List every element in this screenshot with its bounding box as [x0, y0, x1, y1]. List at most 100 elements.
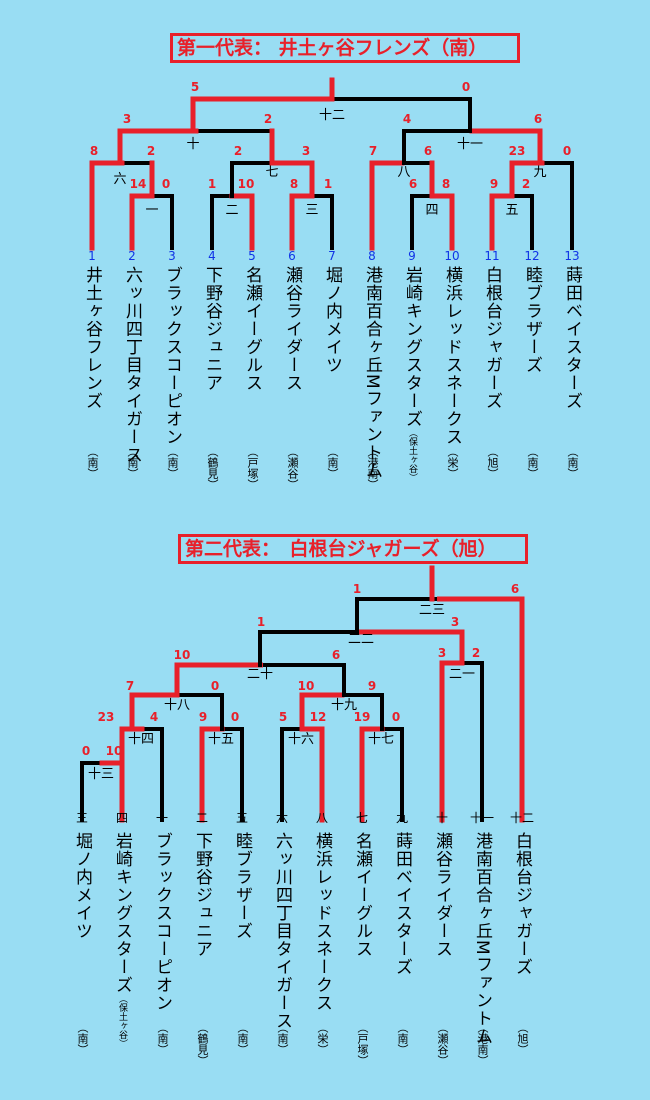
bracket2-team-region: （南）	[156, 1022, 169, 1055]
bracket2-team-seed: 九	[396, 811, 408, 825]
bracket2-score-right: 6	[332, 648, 340, 662]
bracket2-team-region: （南）	[236, 1022, 249, 1055]
bracket1-team-region: （南）	[526, 446, 539, 479]
bracket1-team-seed: 11	[484, 249, 499, 263]
bracket2-score-right: 3	[451, 615, 459, 629]
team-name-text: 蒔田ベイスターズ	[392, 832, 412, 976]
bracket1-score-left: 5	[191, 80, 199, 94]
team-name-text: 六ッ川四丁目タイガース	[122, 266, 142, 464]
bracket1-match-label: 七	[265, 165, 278, 180]
bracket1-team-name: 睦ブラザーズ	[522, 266, 542, 374]
bracket2-match-label: 十五	[208, 732, 234, 747]
bracket1-team-seed: 13	[564, 249, 579, 263]
team-name-text: 堀ノ内メイツ	[322, 266, 342, 374]
bracket1-team-seed: 6	[288, 249, 296, 263]
team-name-text: 下野谷ジュニア	[202, 266, 222, 392]
bracket1-score-right: 2	[147, 144, 155, 158]
bracket2-team-seed: 一	[156, 811, 168, 825]
bracket1-team-region: （南）	[326, 446, 339, 479]
bracket1-match-label: 六	[113, 172, 126, 187]
bracket2-team-region: （鶴見）	[196, 1022, 209, 1066]
bracket2-team-seed: 二	[196, 811, 208, 825]
bracket1-match-12-winner-line	[190, 96, 334, 134]
bracket2-team-name: 睦ブラザーズ	[232, 832, 252, 940]
bracket2-score-left: 19	[354, 710, 371, 724]
bracket1-team-seed: 4	[208, 249, 216, 263]
bracket2-team-region: （南）	[76, 1022, 89, 1055]
bracket1-team-name: 白根台ジャガーズ	[482, 266, 502, 410]
bracket2-score-left: 3	[438, 646, 446, 660]
bracket2-match-label: 十三	[88, 767, 114, 782]
bracket2-score-left: 23	[98, 710, 115, 724]
team-name-small: （保土ヶ谷）	[117, 994, 127, 1048]
bracket2-score-right: 2	[472, 646, 480, 660]
bracket2-team-name: 岩崎キングスターズ（保土ヶ谷）	[112, 832, 132, 1048]
bracket1-score-left: 14	[130, 177, 147, 191]
bracket2-team-seed: 五	[236, 811, 248, 825]
bracket1-team-name: 瀬谷ライダース	[282, 266, 302, 392]
team-name-text: 睦ブラザーズ	[522, 266, 542, 374]
bracket2-team-seed: 八	[316, 811, 328, 825]
bracket2-score-left: 10	[298, 679, 315, 693]
bracket1-score-left: 7	[369, 144, 377, 158]
bracket2-team-seed: 十一	[470, 811, 494, 825]
bracket1-score-right: 2	[522, 177, 530, 191]
bracket2-team-region: （戸塚）	[356, 1022, 369, 1066]
team-name-text: 堀ノ内メイツ	[72, 832, 92, 940]
bracket2-team-region: （旭）	[516, 1022, 529, 1055]
bracket1-score-right: 1	[324, 177, 332, 191]
bracket1-match-label: 十一	[457, 137, 483, 152]
bracket1-match-1-winner-line	[129, 193, 155, 251]
bracket1-team-region: （南）	[86, 446, 99, 479]
bracket1-match-label: 九	[533, 165, 546, 180]
bracket2-team-region: （港南）	[476, 1022, 489, 1066]
bracket1-team-region: （旭）	[486, 446, 499, 479]
bracket1-match-3-winner-line	[289, 193, 315, 251]
bracket2-score-left: 0	[82, 744, 90, 758]
bracket1-team-seed: 8	[368, 249, 376, 263]
bracket2-team-seed: 十二	[510, 811, 534, 825]
bracket2-match-5-winner-line	[359, 726, 385, 823]
team-name-text: 睦ブラザーズ	[232, 832, 252, 940]
team-name-small: （保土ヶ谷）	[407, 428, 417, 482]
bracket2-score-left: 1	[257, 615, 265, 629]
bracket1-team-region: （瀬谷）	[286, 446, 299, 490]
bracket1-team-name: 下野谷ジュニア	[202, 266, 222, 392]
bracket2-match-label: 二一	[449, 667, 475, 682]
bracket2-team-region: （南）	[396, 1022, 409, 1055]
bracket2-score-right: 9	[368, 679, 376, 693]
bracket1-match-4-winner-line	[429, 193, 455, 251]
bracket2-score-left: 1	[353, 582, 361, 596]
bracket1-score-right: 10	[238, 177, 255, 191]
bracket2-match-10-winner-line	[358, 629, 465, 666]
bracket1-score-right: 0	[462, 80, 470, 94]
bracket1-score-right: 0	[563, 144, 571, 158]
team-name-text: 横浜レッドスネークス	[442, 266, 462, 446]
team-name-text: ブラックスコーピオン	[152, 832, 172, 1012]
bracket2-match-9-line	[440, 661, 484, 822]
bracket1-team-name: 六ッ川四丁目タイガース	[122, 266, 142, 464]
bracket1-score-right: 6	[424, 144, 432, 158]
bracket1-score-right: 3	[302, 144, 310, 158]
team-name-text: 名瀬イーグルス	[242, 266, 262, 392]
first-representative-title: 第一代表： 井土ヶ谷フレンズ（南）	[170, 33, 520, 63]
second-representative-title: 第二代表： 白根台ジャガーズ（旭）	[178, 534, 528, 564]
bracket2-team-region: （栄）	[316, 1022, 329, 1055]
bracket2-score-right: 0	[211, 679, 219, 693]
bracket2-match-label: 十八	[164, 698, 190, 713]
bracket1-match-label: 十二	[319, 108, 345, 123]
team-name-text: 港南百合ヶ丘Mファントム	[362, 266, 382, 480]
bracket2-match-4-winner-line	[299, 726, 325, 823]
team-name-text: 港南百合ヶ丘Mファントム	[472, 832, 492, 1046]
bracket1-score-right: 8	[442, 177, 450, 191]
bracket1-team-name: 堀ノ内メイツ	[322, 266, 342, 374]
bracket1-score-left: 23	[509, 144, 526, 158]
bracket2-team-name: 港南百合ヶ丘Mファントム	[472, 832, 492, 1046]
bracket2-score-right: 6	[511, 582, 519, 596]
bracket1-team-region: （港南）	[366, 446, 379, 490]
bracket1-score-left: 4	[403, 112, 411, 126]
bracket2-team-seed: 四	[116, 811, 128, 825]
bracket2-match-3-winner-line	[199, 726, 225, 823]
bracket2-team-seed: 六	[276, 811, 288, 825]
